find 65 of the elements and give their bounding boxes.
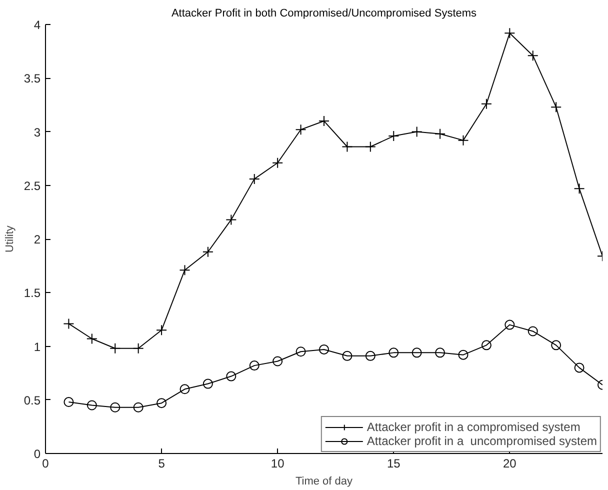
point xyxy=(365,350,376,361)
point xyxy=(64,397,74,408)
y-tick-label: 1.5 xyxy=(24,286,41,300)
point xyxy=(110,402,120,412)
point xyxy=(528,326,538,336)
point xyxy=(504,320,515,330)
point xyxy=(551,340,562,350)
point xyxy=(434,128,446,140)
point xyxy=(388,130,400,142)
point xyxy=(574,362,584,373)
legend-label: Attacker profit in a compromised system xyxy=(366,420,580,434)
point xyxy=(133,402,144,412)
point xyxy=(388,348,399,358)
y-tick-label: 1 xyxy=(34,340,41,354)
point xyxy=(480,98,492,110)
y-tick-label: 0 xyxy=(34,447,41,461)
point xyxy=(248,173,260,184)
point xyxy=(202,246,214,258)
x-tick-label: 20 xyxy=(502,456,517,470)
point xyxy=(226,214,237,226)
point xyxy=(481,340,492,350)
point xyxy=(550,102,562,113)
point xyxy=(295,124,306,136)
point xyxy=(411,126,422,138)
point xyxy=(435,348,446,358)
point xyxy=(180,384,190,394)
point xyxy=(364,141,376,152)
point xyxy=(272,356,283,366)
y-tick-label: 0.5 xyxy=(24,393,41,408)
x-tick-label: 5 xyxy=(158,456,166,470)
y-tick-label: 2.5 xyxy=(24,178,41,193)
y-axis-title: Utility xyxy=(4,225,16,252)
point xyxy=(63,318,74,330)
chart-title: Attacker Profit in both Compromised/Uncompromised Systems xyxy=(171,8,478,20)
point xyxy=(504,28,516,39)
point xyxy=(272,157,284,168)
point xyxy=(319,344,329,354)
point xyxy=(574,183,585,194)
point xyxy=(342,350,352,361)
y-tick-label: 2 xyxy=(34,232,41,246)
legend-label: Attacker profit in a uncompromised system xyxy=(366,434,597,448)
x-tick-label: 15 xyxy=(386,456,401,470)
point xyxy=(458,350,468,360)
point xyxy=(156,398,167,408)
y-tick-label: 3.5 xyxy=(24,72,41,86)
point xyxy=(202,378,213,389)
y-tick-label: 3 xyxy=(34,125,41,140)
x-tick-label: 0 xyxy=(42,456,50,470)
point xyxy=(156,324,168,336)
point xyxy=(110,342,121,354)
point xyxy=(342,141,353,152)
point xyxy=(318,116,330,127)
point xyxy=(86,333,98,344)
point xyxy=(249,360,260,371)
point xyxy=(412,348,422,358)
point xyxy=(296,346,306,357)
point xyxy=(179,264,190,276)
x-tick-label: 10 xyxy=(270,456,285,470)
point xyxy=(527,50,538,62)
point xyxy=(132,342,144,354)
point xyxy=(86,400,97,410)
point xyxy=(226,371,236,382)
x-axis-title: Time of day xyxy=(295,476,354,488)
y-tick-label: 4 xyxy=(34,18,41,32)
point xyxy=(458,134,469,146)
